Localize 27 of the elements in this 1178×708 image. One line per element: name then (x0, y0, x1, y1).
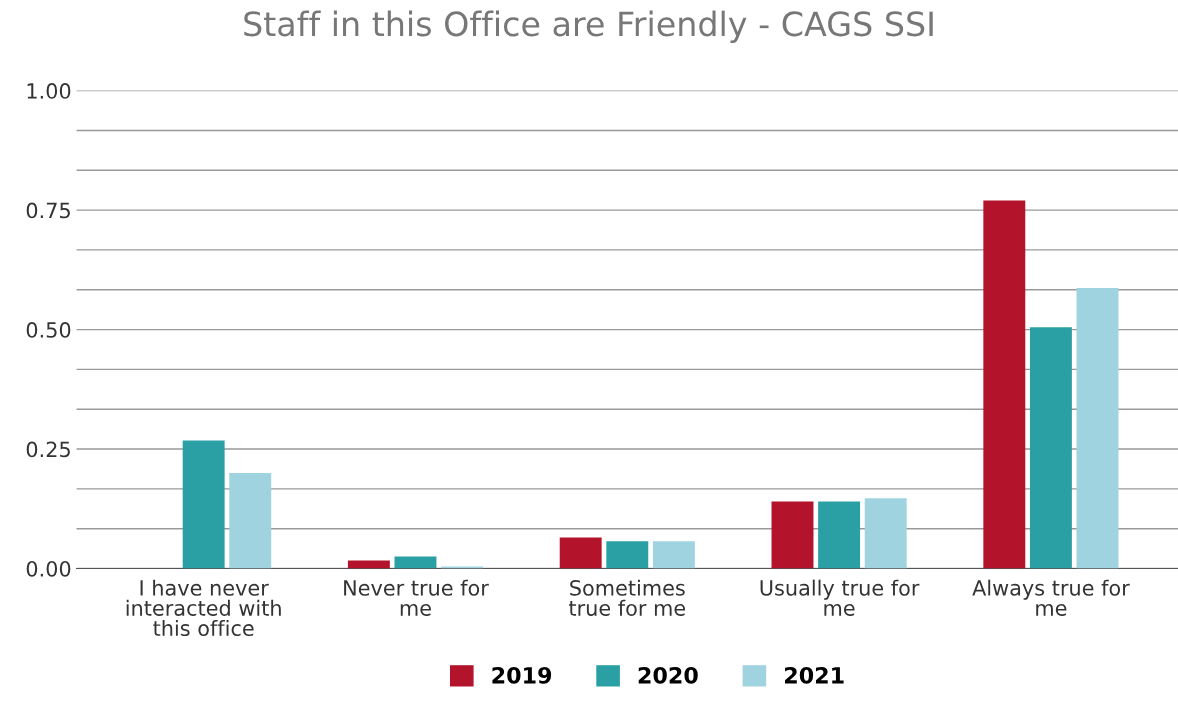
bar (394, 556, 437, 569)
bar (1076, 288, 1119, 569)
bar (771, 501, 814, 569)
x-tick-label: Sometimes true for me (568, 579, 686, 616)
bar (559, 537, 602, 569)
bar (652, 541, 695, 569)
y-tick-label: 0.25 (26, 441, 70, 458)
y-tick-label: 1.00 (27, 83, 71, 99)
legend-label: 2019 (492, 666, 552, 684)
x-tick-label: Never true for me (344, 579, 489, 616)
bar (983, 200, 1026, 569)
x-tick-label: I have never interacted with this office (126, 579, 281, 637)
chart-title: Staff in this Office are Friendly - CAGS SSI (244, 10, 933, 43)
legend-label: 2021 (785, 666, 844, 684)
x-tick-label: Usually true for me (760, 579, 920, 616)
bar (1029, 327, 1072, 569)
y-tick-label: 0.00 (26, 560, 71, 577)
bar (606, 541, 649, 569)
bar (864, 498, 907, 569)
y-tick-label: 0.75 (26, 202, 70, 219)
x-tick-label: Always true for me (972, 579, 1130, 616)
legend-label: 2020 (638, 666, 698, 684)
bar (347, 560, 390, 569)
y-tick-label: 0.50 (26, 322, 71, 338)
bar (229, 472, 272, 569)
bar (182, 440, 225, 569)
bar (818, 501, 861, 569)
